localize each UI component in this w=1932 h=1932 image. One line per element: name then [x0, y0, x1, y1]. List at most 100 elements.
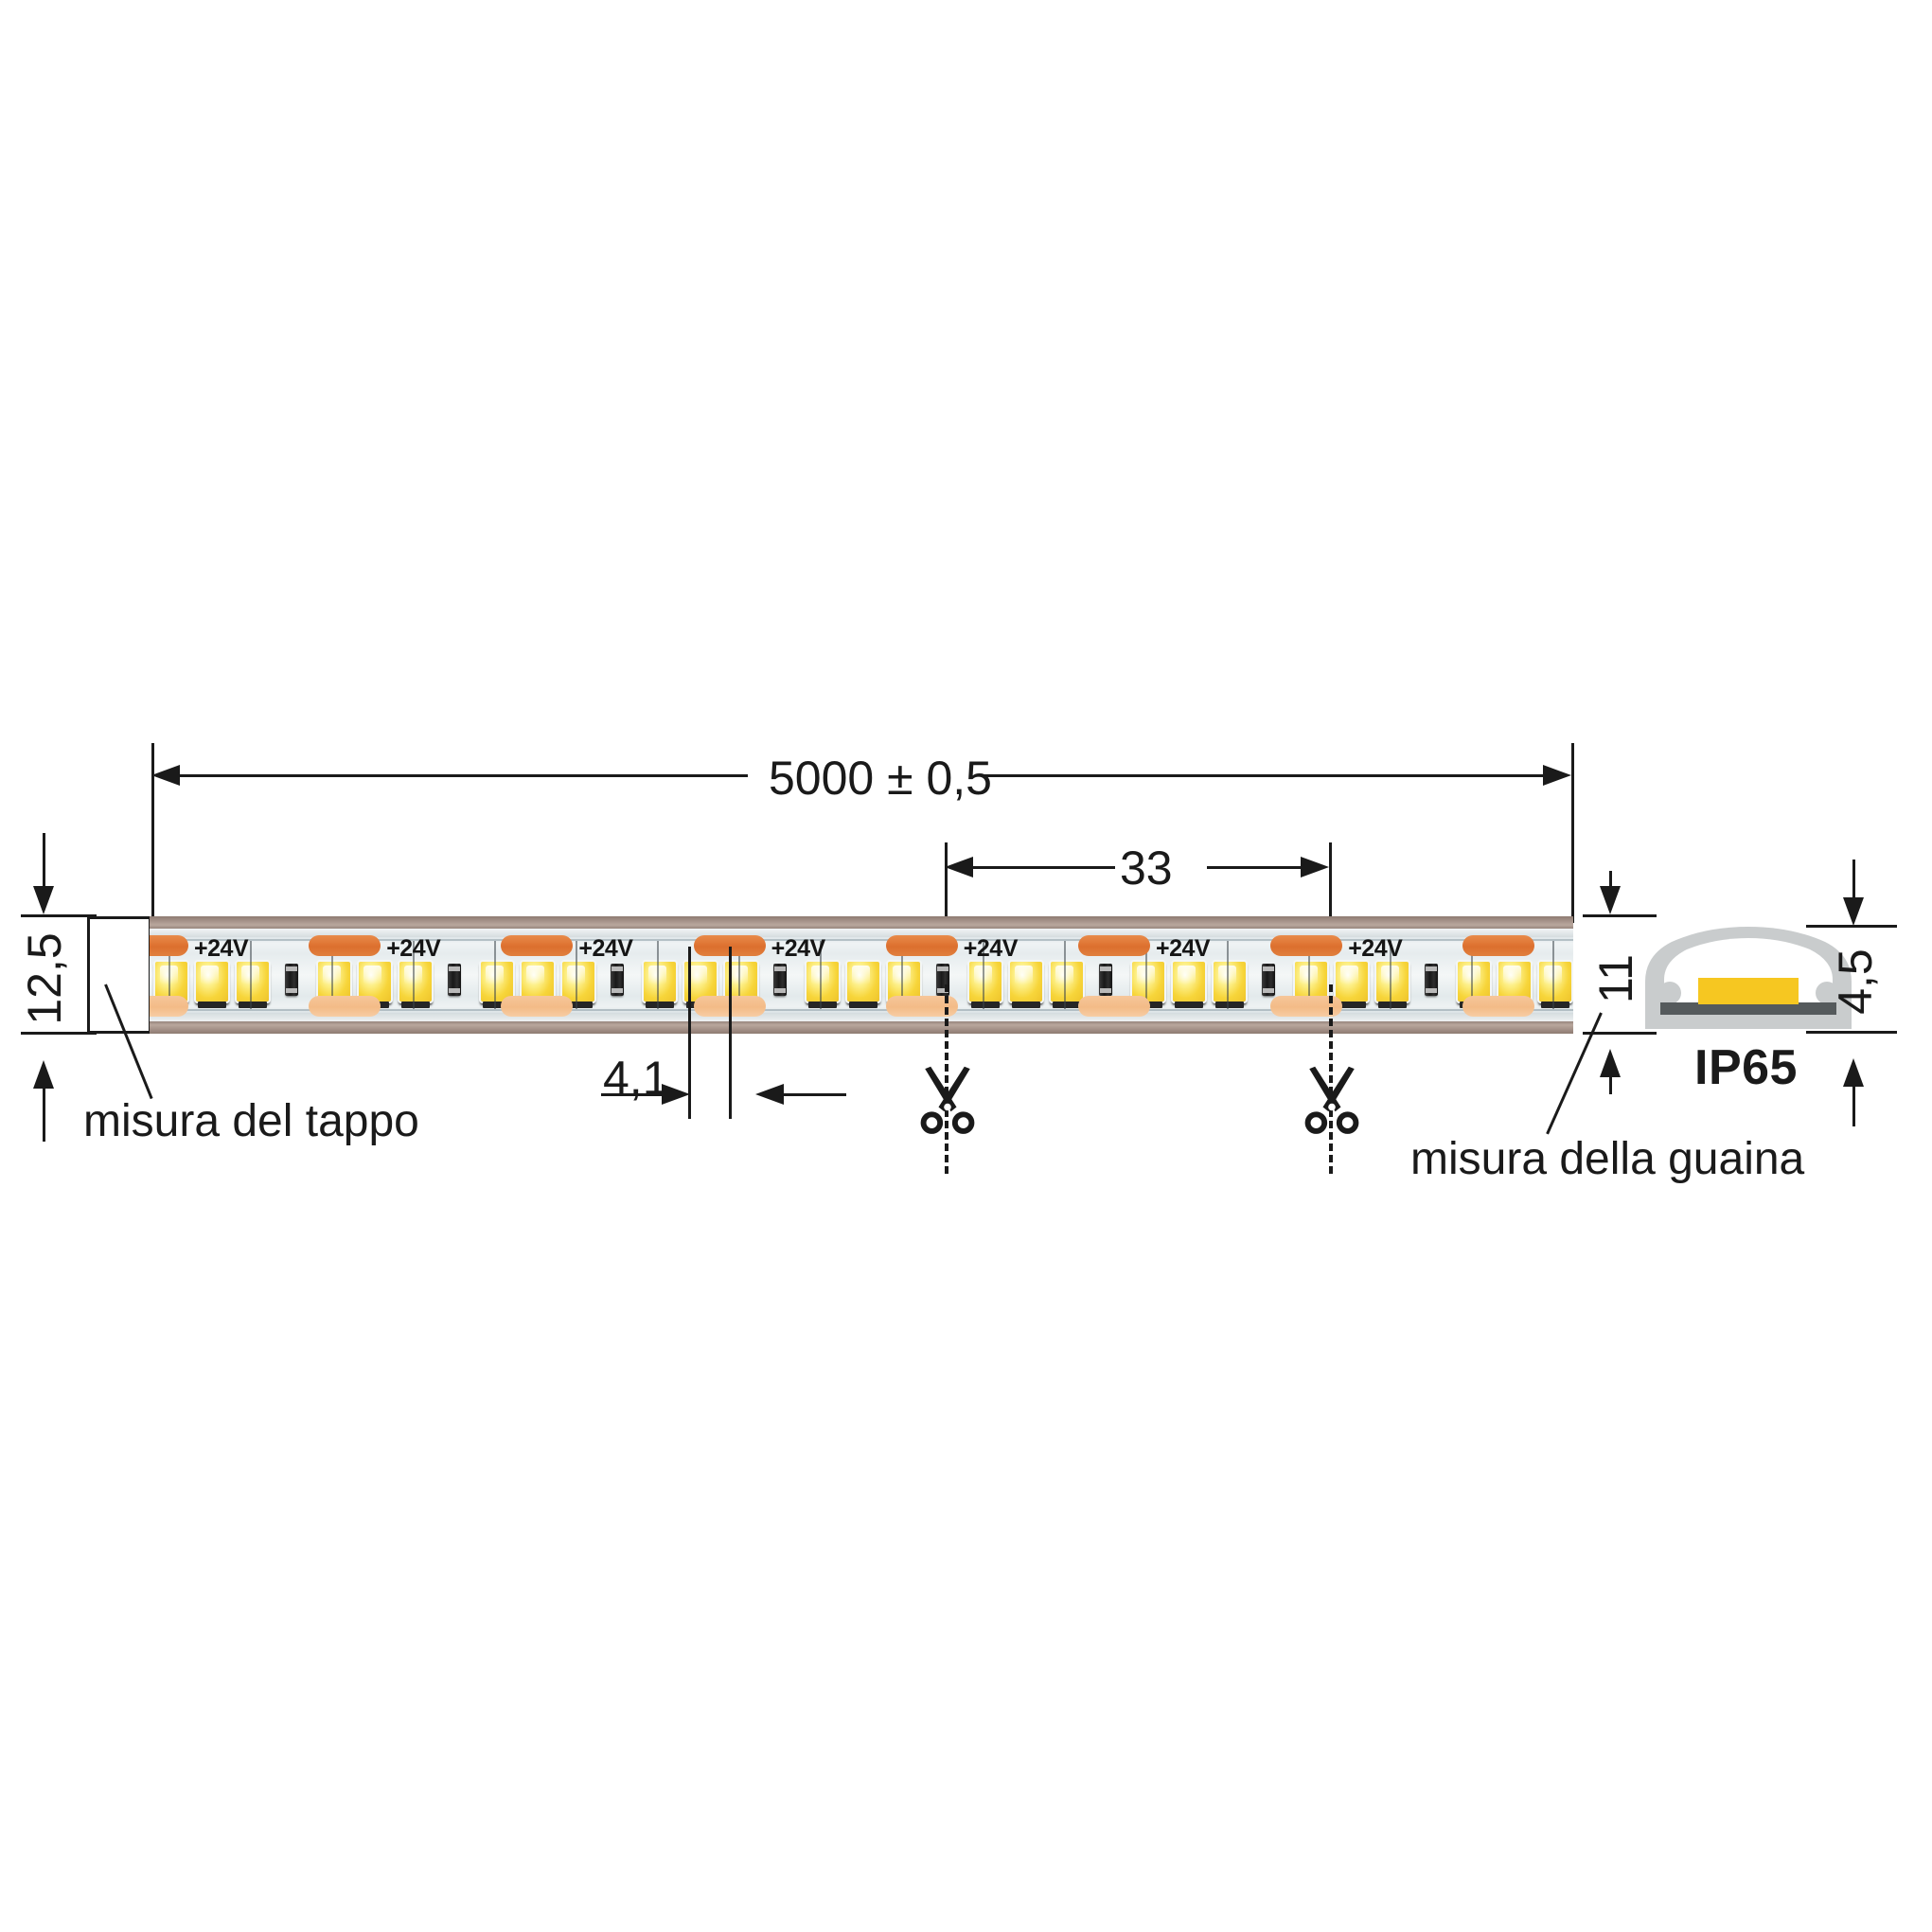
solder-pad-positive: [1078, 935, 1150, 956]
dim-line-sheath-lower: [1609, 1077, 1612, 1094]
module-separator: [1471, 941, 1473, 1009]
solder-pad-negative: [309, 996, 381, 1017]
caption-cap: misura del tappo: [83, 1096, 419, 1146]
cut-line-1: [945, 984, 948, 1174]
dim-line-pitch41-right: [784, 1093, 846, 1096]
voltage-marking: +24V: [578, 935, 633, 962]
module-separator: [331, 941, 333, 1009]
dim-arrow-pitch-left: [945, 857, 973, 877]
dim-line-overall-right: [984, 774, 1543, 777]
dim-arrow-cap-upper: [33, 886, 54, 914]
dim-arrow-sheath-lower: [1600, 1049, 1621, 1077]
led-lens: [688, 966, 707, 984]
led-lens: [851, 966, 870, 984]
solder-pad-negative: [1078, 996, 1150, 1017]
solder-pad-negative: [501, 996, 574, 1017]
ext-line-left-overall: [151, 743, 154, 923]
module-separator: [901, 941, 903, 1009]
led-solder-foot: [483, 1001, 511, 1008]
led-chip: [1008, 960, 1044, 1008]
voltage-marking: +24V: [1156, 935, 1211, 962]
solder-pad-positive: [1462, 935, 1535, 956]
led-solder-foot: [239, 1001, 267, 1008]
led-solder-foot: [564, 1001, 593, 1008]
led-solder-foot: [1338, 1001, 1366, 1008]
led-solder-foot: [646, 1001, 674, 1008]
dim-label-cut-pitch: 33: [1120, 842, 1173, 895]
resistor: [1425, 964, 1438, 996]
dim-label-total-length: 5000 ± 0,5: [769, 752, 992, 805]
ext-line-pitch41-left: [688, 947, 691, 1119]
ext-line-profile-top: [1806, 925, 1897, 928]
solder-pad-negative: [885, 996, 958, 1017]
dim-line-pitch41-left: [601, 1093, 664, 1096]
dim-arrow-profile-upper: [1843, 897, 1864, 926]
module-separator: [738, 941, 740, 1009]
led-chip: [1374, 960, 1410, 1008]
led-solder-foot: [849, 1001, 877, 1008]
dim-line-cap-upper: [43, 833, 45, 886]
led-solder-foot: [1053, 1001, 1081, 1008]
led-chip: [560, 960, 596, 1008]
dim-arrow-overall-left: [151, 765, 180, 786]
led-chip: [805, 960, 841, 1008]
solder-pad-positive: [309, 935, 381, 956]
led-lens: [363, 966, 381, 984]
voltage-marking: +24V: [771, 935, 826, 962]
module-separator: [657, 941, 659, 1009]
dim-arrow-pitch41-left: [662, 1084, 690, 1105]
led-solder-foot: [971, 1001, 1000, 1008]
ext-line-pitch41-right: [729, 947, 732, 1119]
led-solder-foot: [401, 1001, 430, 1008]
module-separator: [1390, 941, 1391, 1009]
ext-line-cut-left: [945, 842, 948, 954]
led-chip: [1171, 960, 1207, 1008]
module-separator: [250, 941, 252, 1009]
ext-line-cap-bottom: [21, 1032, 97, 1035]
dim-arrow-pitch41-right: [755, 1084, 784, 1105]
led-chip: [1537, 960, 1573, 1008]
resistor: [1099, 964, 1112, 996]
led-lens: [1014, 966, 1033, 984]
dim-line-overall-left: [180, 774, 748, 777]
led-lens: [1502, 966, 1521, 984]
resistor: [611, 964, 624, 996]
led-solder-foot: [1215, 1001, 1244, 1008]
led-lens: [525, 966, 544, 984]
resistor: [773, 964, 787, 996]
module-separator: [413, 941, 415, 1009]
resistor: [1262, 964, 1275, 996]
module-separator: [1227, 941, 1229, 1009]
dim-arrow-overall-right: [1543, 765, 1571, 786]
led-lens: [1339, 966, 1358, 984]
led-chip: [235, 960, 271, 1008]
ext-line-cut-right: [1329, 842, 1332, 954]
silicone-sleeve-top: [150, 916, 1573, 929]
dim-label-led-pitch: 4,1: [603, 1052, 669, 1105]
module-separator: [983, 941, 984, 1009]
sleeve-highlight-top: [150, 929, 1573, 937]
dim-line-profile-upper: [1852, 860, 1855, 899]
led-solder-foot: [808, 1001, 837, 1008]
solder-pad-positive: [1270, 935, 1343, 956]
solder-pad-positive: [150, 935, 188, 956]
led-solder-foot: [198, 1001, 226, 1008]
ip65-rating-label: IP65: [1694, 1040, 1798, 1095]
led-chip: [642, 960, 678, 1008]
led-solder-foot: [1378, 1001, 1407, 1008]
led-chip: [194, 960, 230, 1008]
resistor: [448, 964, 461, 996]
module-separator: [1308, 941, 1310, 1009]
ext-line-right-overall: [1571, 743, 1574, 923]
module-separator: [1145, 941, 1147, 1009]
ext-line-sheath-bottom: [1583, 1032, 1657, 1035]
dim-label-cap-height: 12,5: [18, 932, 71, 1025]
led-chip: [1334, 960, 1370, 1008]
dim-line-profile-lower: [1852, 1087, 1855, 1126]
cut-line-2: [1329, 984, 1333, 1174]
led-lens: [200, 966, 219, 984]
resistor: [285, 964, 298, 996]
ip65-cross-section: [1640, 923, 1857, 1037]
ext-line-sheath-top: [1583, 914, 1657, 917]
